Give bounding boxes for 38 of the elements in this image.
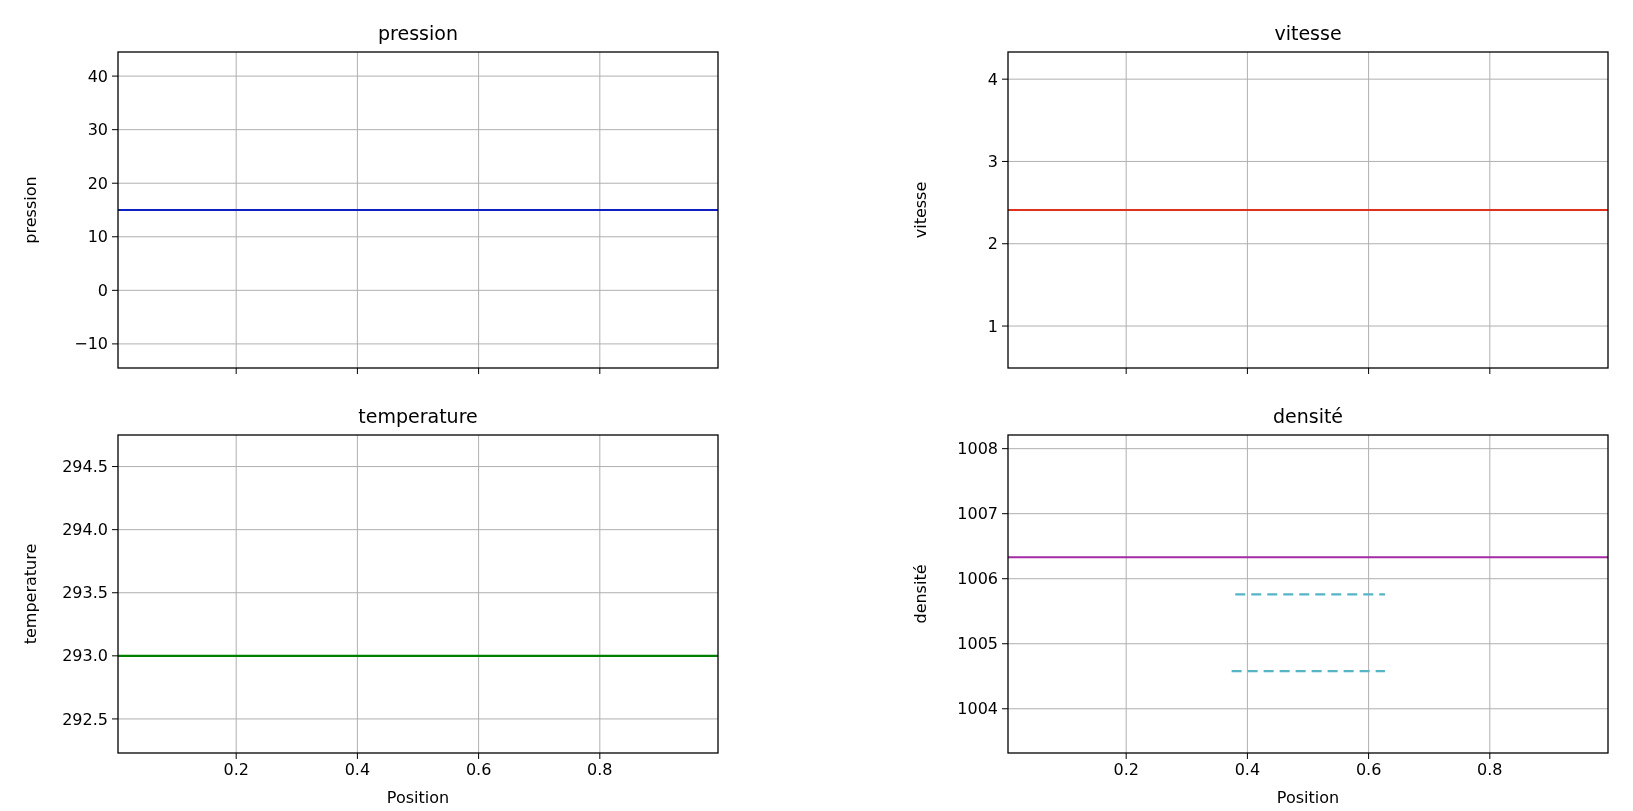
y-axis-title: temperature	[21, 543, 40, 645]
x-axis-title: Position	[1276, 788, 1340, 807]
y-tick-label: 10	[87, 227, 108, 247]
y-tick-label: 294.5	[62, 457, 108, 477]
x-tick-label: 0.4	[1234, 760, 1261, 779]
y-tick-label: 1007	[957, 504, 998, 524]
y-tick-label: 3	[987, 152, 998, 172]
y-tick-label: 1006	[957, 569, 998, 589]
y-tick-label: 40	[87, 66, 108, 86]
chart-title: temperature	[358, 405, 478, 427]
x-tick-label: 0.6	[465, 760, 492, 779]
y-axis-title: densité	[911, 564, 930, 624]
y-tick-label: 1005	[957, 634, 998, 654]
y-tick-label: 20	[87, 173, 108, 193]
y-tick-label: 1008	[957, 439, 998, 459]
chart-title: vitesse	[1274, 22, 1342, 44]
y-tick-label: 30	[87, 120, 108, 140]
y-tick-label: −10	[74, 334, 108, 354]
y-tick-label: 4	[987, 69, 998, 89]
y-tick-label: 1004	[957, 699, 998, 719]
y-axis-title: pression	[21, 176, 40, 244]
y-tick-label: 2	[987, 234, 998, 254]
y-tick-label: 293.0	[62, 646, 108, 666]
x-tick-label: 0.4	[344, 760, 371, 779]
y-tick-label: 0	[97, 280, 108, 300]
x-tick-label: 0.6	[1355, 760, 1382, 779]
x-tick-label: 0.8	[587, 760, 613, 779]
y-tick-label: 1	[987, 316, 998, 336]
chart-title: densité	[1272, 405, 1344, 427]
x-tick-label: 0.2	[1113, 760, 1139, 779]
y-tick-label: 292.5	[62, 709, 108, 729]
x-tick-label: 0.2	[223, 760, 249, 779]
y-tick-label: 294.0	[62, 520, 108, 540]
chart-title: pression	[378, 22, 458, 44]
y-tick-label: 293.5	[62, 583, 108, 603]
x-axis-title: Position	[386, 788, 450, 807]
x-tick-label: 0.8	[1477, 760, 1503, 779]
y-axis-title: vitesse	[911, 181, 930, 239]
